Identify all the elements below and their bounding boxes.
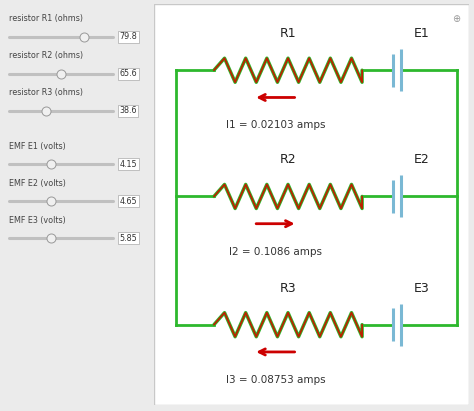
Text: 4.65: 4.65 bbox=[119, 197, 137, 206]
Text: resistor R1 (ohms): resistor R1 (ohms) bbox=[9, 14, 83, 23]
Text: I2 = 0.1086 amps: I2 = 0.1086 amps bbox=[229, 247, 322, 256]
Text: EMF E3 (volts): EMF E3 (volts) bbox=[9, 216, 66, 225]
Text: E2: E2 bbox=[414, 153, 430, 166]
Text: 4.15: 4.15 bbox=[119, 160, 137, 169]
Text: resistor R3 (ohms): resistor R3 (ohms) bbox=[9, 88, 83, 97]
Text: E1: E1 bbox=[414, 27, 430, 40]
Text: 5.85: 5.85 bbox=[119, 234, 137, 243]
Text: 79.8: 79.8 bbox=[119, 32, 137, 42]
Text: EMF E2 (volts): EMF E2 (volts) bbox=[9, 179, 66, 188]
Text: R2: R2 bbox=[280, 153, 296, 166]
Text: 65.6: 65.6 bbox=[119, 69, 137, 79]
Text: I3 = 0.08753 amps: I3 = 0.08753 amps bbox=[226, 375, 325, 385]
Text: R1: R1 bbox=[280, 27, 296, 40]
Text: ⊕: ⊕ bbox=[452, 14, 460, 24]
FancyBboxPatch shape bbox=[154, 4, 469, 405]
Text: EMF E1 (volts): EMF E1 (volts) bbox=[9, 142, 66, 151]
Text: resistor R2 (ohms): resistor R2 (ohms) bbox=[9, 51, 83, 60]
Text: E3: E3 bbox=[414, 282, 430, 295]
Text: R3: R3 bbox=[280, 282, 296, 295]
Text: 38.6: 38.6 bbox=[119, 106, 137, 115]
Text: I1 = 0.02103 amps: I1 = 0.02103 amps bbox=[226, 120, 325, 130]
